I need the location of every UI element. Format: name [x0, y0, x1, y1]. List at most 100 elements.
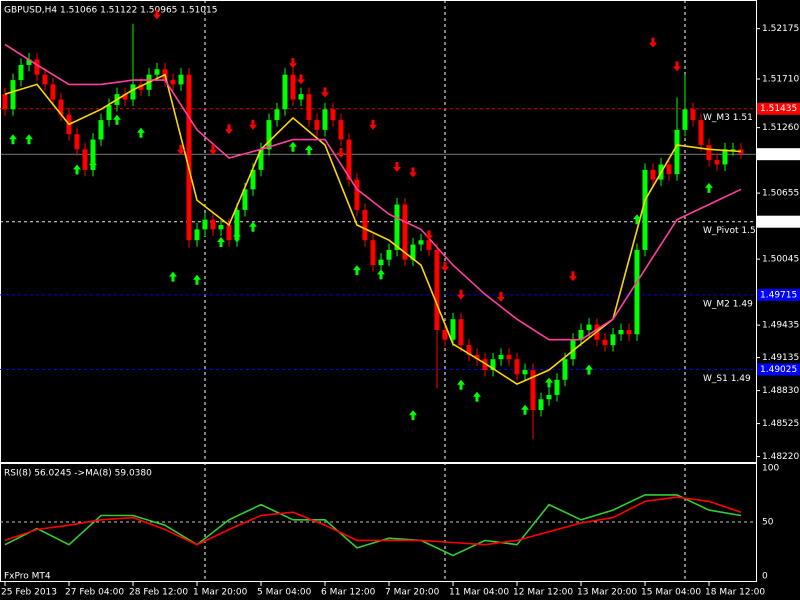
level-label: W_Pivot 1.5: [703, 226, 756, 236]
candle-body: [458, 319, 464, 346]
signal-arrow: [569, 271, 577, 282]
signal-arrow: [289, 141, 297, 152]
level-price-box: [757, 215, 800, 228]
x-tick-label: 28 Feb 12:00: [129, 588, 188, 598]
candle-body: [394, 204, 400, 250]
rsi-title: RSI(8) 56.0245 ->MA(8) 59.0380: [4, 469, 152, 479]
candle-body: [682, 109, 688, 130]
signal-arrow: [521, 404, 529, 415]
signal-arrow: [177, 144, 185, 155]
candle-body: [194, 229, 200, 241]
candle-body: [674, 129, 680, 175]
level-price-box: [757, 363, 800, 376]
candle-body: [346, 139, 352, 180]
candle-body: [530, 370, 536, 411]
current-price-box: [757, 148, 800, 161]
signal-arrow: [217, 237, 225, 247]
signal-arrow: [425, 230, 433, 241]
signal-arrow: [137, 127, 145, 138]
candle-body: [546, 394, 552, 400]
signal-arrow: [321, 87, 329, 98]
level-price-box: [757, 102, 800, 115]
y-tick-label: 1.48830: [762, 386, 799, 396]
candle-body: [418, 240, 424, 245]
candle-body: [178, 74, 184, 85]
signal-arrow: [337, 148, 345, 158]
signal-arrow: [585, 364, 593, 375]
signal-arrow: [409, 167, 417, 178]
candle-body: [122, 94, 128, 100]
rsi-tick-label: 100: [762, 463, 779, 473]
signal-arrow: [89, 160, 97, 171]
candle-body: [362, 209, 368, 241]
y-tick-label: 1.52175: [762, 24, 799, 34]
signal-arrow: [649, 37, 657, 48]
signal-arrow: [289, 58, 297, 69]
signal-arrow: [297, 74, 305, 85]
signal-arrow: [169, 271, 177, 282]
signal-arrow: [249, 221, 257, 232]
watermark: FxPro MT4: [4, 572, 51, 582]
candle-body: [338, 120, 344, 140]
candle-body: [186, 74, 192, 241]
signal-arrow: [113, 114, 121, 125]
candle-body: [634, 249, 640, 335]
x-tick-label: 1 Mar 20:00: [193, 588, 248, 598]
candle-body: [570, 339, 576, 360]
rsi-line: [4, 496, 742, 546]
candle-body: [50, 84, 56, 100]
signal-arrow: [233, 231, 241, 242]
candle-body: [322, 109, 328, 130]
candle-body: [514, 359, 520, 375]
rsi-line: [4, 494, 742, 557]
candle-body: [2, 94, 8, 110]
candle-body: [34, 59, 40, 75]
candle-body: [618, 330, 624, 335]
x-tick-label: 25 Feb 2013: [1, 588, 57, 598]
candle-body: [226, 225, 232, 241]
candle-body: [706, 144, 712, 161]
signal-arrow: [353, 265, 361, 276]
candle-body: [722, 149, 728, 165]
signal-arrow: [153, 9, 161, 20]
signal-arrow: [457, 379, 465, 390]
candle-body: [490, 359, 496, 371]
candle-body: [386, 249, 392, 260]
candle-body: [18, 64, 24, 81]
candle-body: [138, 84, 144, 90]
signal-arrow: [377, 269, 385, 280]
candle-body: [234, 209, 240, 241]
level-price: 1.51435: [760, 104, 797, 114]
signal-arrow: [305, 145, 313, 155]
y-tick-label: 1.51710: [762, 74, 799, 84]
signal-arrow: [545, 377, 553, 388]
rsi-tick-label: 50: [762, 517, 774, 527]
candle-body: [714, 160, 720, 165]
y-tick-label: 1.48220: [762, 452, 799, 462]
candle-body: [74, 134, 80, 150]
main-panel-frame: [0, 0, 757, 463]
candle-body: [610, 334, 616, 346]
level-label: W_M3 1.51: [703, 113, 753, 123]
candle-body: [522, 370, 528, 375]
candle-body: [106, 104, 112, 121]
rsi-panel-frame: [0, 463, 757, 582]
signal-arrow: [25, 134, 33, 145]
candle-body: [586, 324, 592, 330]
x-tick-label: 18 Mar 12:00: [705, 588, 765, 598]
y-tick-label: 1.49435: [762, 321, 799, 331]
candle-body: [410, 244, 416, 260]
candle-body: [290, 74, 296, 100]
signal-arrow: [457, 289, 465, 300]
candle-body: [578, 330, 584, 340]
candle-body: [690, 109, 696, 121]
candle-body: [554, 379, 560, 395]
level-price-box: [757, 288, 800, 301]
candle-body: [482, 359, 488, 371]
candle-body: [666, 164, 672, 175]
y-tick-label: 1.51260: [762, 123, 799, 133]
signal-arrow: [705, 182, 713, 193]
candle-body: [154, 69, 160, 75]
candle-body: [506, 354, 512, 360]
